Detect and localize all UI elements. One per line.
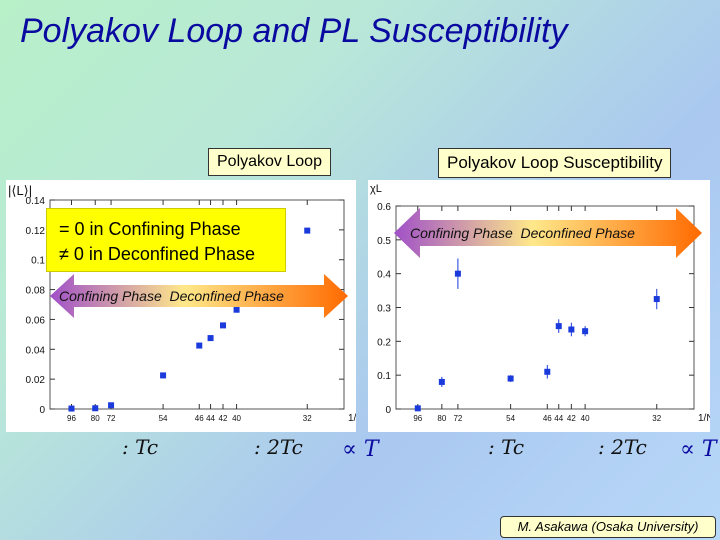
chi-data-point xyxy=(582,328,589,335)
chi-data-point xyxy=(438,378,445,385)
chi-xtick-label: 44 xyxy=(554,414,563,423)
chi-xtick-label: 40 xyxy=(581,414,590,423)
right-phase-arrow: Confining Phase Deconfined Phase xyxy=(394,208,702,258)
pl-data-point xyxy=(160,372,167,379)
left-phase-arrow: Confining Phase Deconfined Phase xyxy=(50,274,348,318)
chi-xlabel: 1/Nτ xyxy=(698,413,710,424)
pl-ytick-label: 0.04 xyxy=(26,345,46,356)
pl-data-point xyxy=(108,402,115,409)
pl-xtick-label: 32 xyxy=(303,414,312,423)
right-2tc-label: : 2Tc xyxy=(598,435,647,459)
pl-ytick-label: 0.14 xyxy=(26,196,46,207)
chi-ytick-label: 0 xyxy=(385,405,391,416)
pl-xtick-label: 80 xyxy=(91,414,100,423)
chi-data-point xyxy=(544,368,551,375)
credit-box: M. Asakawa (Osaka University) xyxy=(500,516,716,538)
phase-note: = 0 in Confining Phase ≠ 0 in Deconfined… xyxy=(46,208,286,272)
pl-data-point xyxy=(92,405,99,412)
susceptibility-chart: 0 0.1 0.2 0.3 0.4 0.5 0.6 96 80 72 54 46 44 42 40 32 χL 1… xyxy=(370,183,718,424)
chi-ytick-label: 0.4 xyxy=(377,270,391,281)
right-arrow-text: Confining Phase Deconfined Phase xyxy=(410,225,635,241)
chi-data-point xyxy=(507,375,514,382)
pl-xtick-label: 40 xyxy=(232,414,241,423)
pl-ytick-label: 0 xyxy=(39,405,45,416)
pl-data-point xyxy=(207,335,214,342)
chi-xtick-label: 80 xyxy=(437,414,446,423)
pl-xtick-label: 44 xyxy=(206,414,215,423)
slide-title: Polyakov Loop and PL Susceptibility xyxy=(20,12,568,50)
right-tc-label: : Tc xyxy=(488,435,525,459)
chi-ytick-label: 0.5 xyxy=(377,236,391,247)
pl-xtick-label: 96 xyxy=(67,414,76,423)
chi-ylabel: χL xyxy=(370,183,382,195)
chi-data-point xyxy=(555,323,562,330)
pl-xtick-label: 46 xyxy=(195,414,204,423)
chi-ytick-label: 0.2 xyxy=(377,337,391,348)
left-arrow-text: Confining Phase Deconfined Phase xyxy=(59,288,284,304)
left-prop-t-label: ∝ T xyxy=(342,437,379,462)
left-2tc-label: : 2Tc xyxy=(254,435,303,459)
chi-xtick-label: 72 xyxy=(453,414,462,423)
pl-data-point xyxy=(68,405,75,412)
left-chart-label: Polyakov Loop xyxy=(208,148,331,176)
chi-data-point xyxy=(568,326,575,333)
deconfined-line: ≠ 0 in Deconfined Phase xyxy=(59,244,256,264)
pl-ytick-label: 0.06 xyxy=(26,315,46,326)
pl-data-point xyxy=(304,227,311,234)
pl-ylabel: |⟨L⟩| xyxy=(8,183,32,198)
pl-xtick-label: 54 xyxy=(159,414,168,423)
right-prop-t-label: ∝ T xyxy=(680,437,717,462)
right-chart-label: Polyakov Loop Susceptibility xyxy=(438,148,672,178)
chi-ytick-label: 0.1 xyxy=(377,371,391,382)
chi-xtick-label: 96 xyxy=(413,414,422,423)
pl-data-point xyxy=(220,322,227,329)
pl-xtick-label: 42 xyxy=(219,414,228,423)
chi-ytick-label: 0.3 xyxy=(377,304,391,315)
chi-ytick-label: 0.6 xyxy=(377,202,391,213)
pl-ytick-label: 0.08 xyxy=(26,286,46,297)
chi-xtick-label: 42 xyxy=(567,414,576,423)
left-tc-label: : Tc xyxy=(122,435,159,459)
chi-data-point xyxy=(414,405,421,412)
pl-xtick-label: 72 xyxy=(107,414,116,423)
confining-line: = 0 in Confining Phase xyxy=(59,219,241,239)
chi-xtick-label: 54 xyxy=(506,414,515,423)
pl-data-point xyxy=(233,306,240,313)
chi-data-point xyxy=(653,296,660,303)
pl-data-point xyxy=(196,342,203,349)
pl-ytick-label: 0.12 xyxy=(26,226,46,237)
chi-data-point xyxy=(454,270,461,277)
pl-plot-frame xyxy=(49,199,345,410)
pl-xlabel: 1/Nτ xyxy=(348,413,356,424)
chi-xtick-label: 46 xyxy=(543,414,552,423)
pl-ytick-label: 0.1 xyxy=(31,256,45,267)
chi-xtick-label: 32 xyxy=(652,414,661,423)
pl-ytick-label: 0.02 xyxy=(26,375,46,386)
